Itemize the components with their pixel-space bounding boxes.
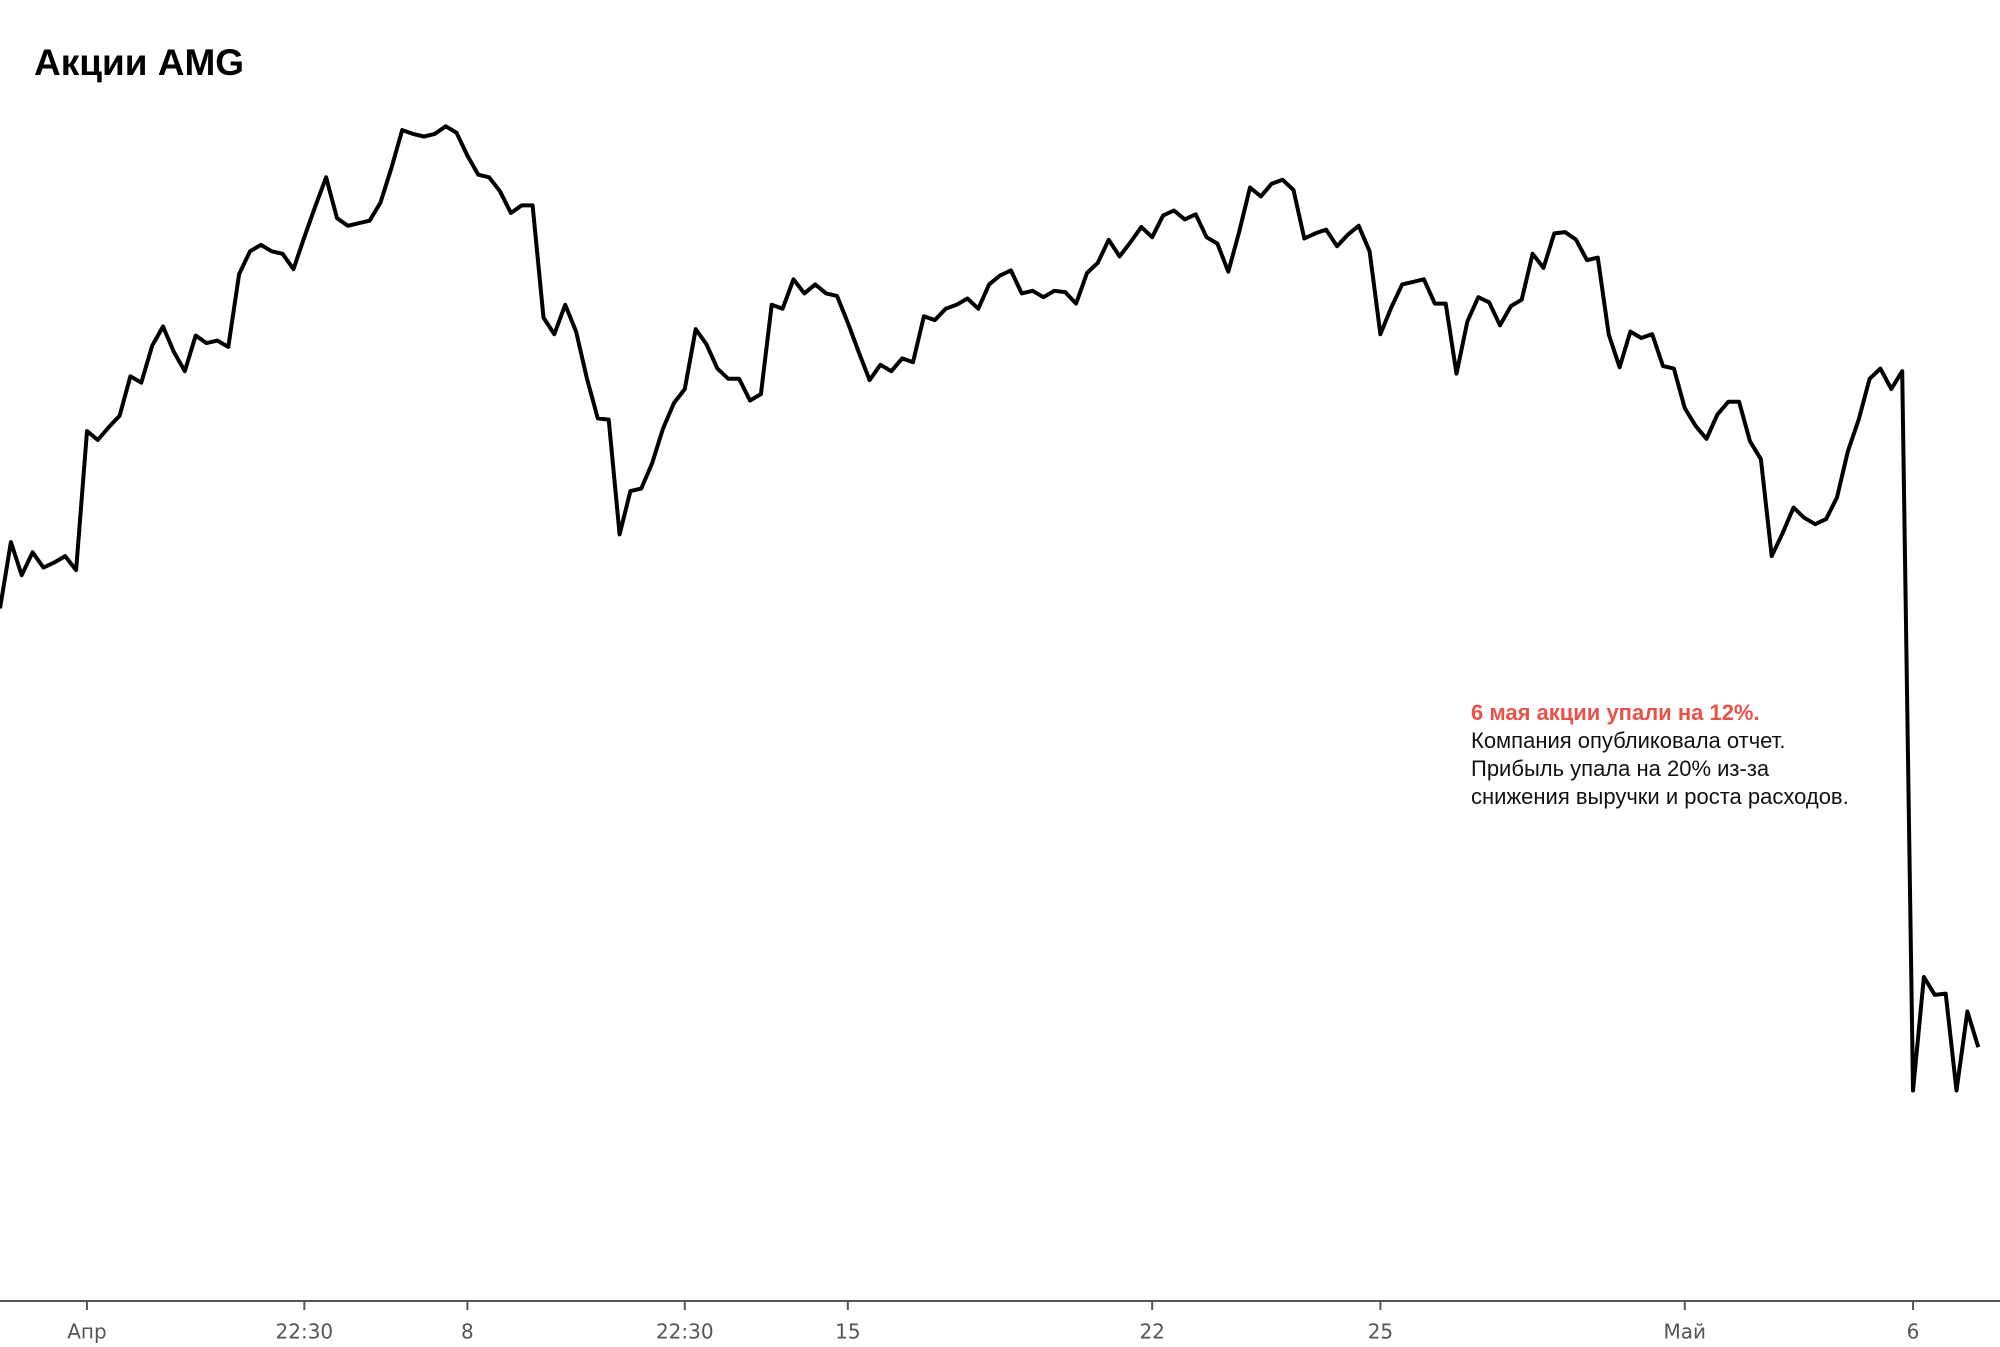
price-line: [0, 124, 1981, 1093]
x-tick-label: Апр: [67, 1320, 106, 1344]
annotation-line: снижения выручки и роста расходов.: [1471, 784, 1849, 809]
annotation-line: Прибыль упала на 20% из-за: [1471, 756, 1770, 781]
x-tick-label: 22:30: [656, 1320, 714, 1344]
annotation-title: 6 мая акции упали на 12%.: [1471, 700, 1760, 725]
x-tick-label: 22: [1139, 1320, 1164, 1344]
chart-title: Акции AMG: [34, 42, 244, 83]
x-tick-label: 8: [461, 1320, 474, 1344]
x-tick-label: Май: [1664, 1320, 1707, 1344]
x-tick-label: 6: [1907, 1320, 1920, 1344]
x-tick-label: 15: [835, 1320, 860, 1344]
annotation-line: Компания опубликовала отчет.: [1471, 728, 1785, 753]
x-tick-label: 25: [1368, 1320, 1393, 1344]
x-tick-label: 22:30: [276, 1320, 334, 1344]
